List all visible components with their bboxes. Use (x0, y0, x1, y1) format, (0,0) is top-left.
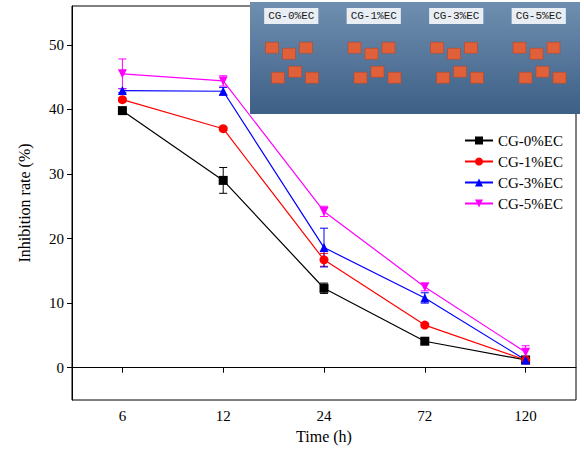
svg-text:CG-1%EC: CG-1%EC (498, 154, 563, 170)
svg-text:50: 50 (49, 37, 64, 53)
svg-text:CG-3%EC: CG-3%EC (498, 175, 563, 191)
svg-text:CG-5%EC: CG-5%EC (498, 196, 563, 212)
svg-text:120: 120 (514, 408, 537, 424)
svg-text:24: 24 (317, 408, 333, 424)
svg-text:CG-3%EC: CG-3%EC (433, 10, 480, 22)
svg-text:40: 40 (49, 101, 64, 117)
svg-text:Time (h): Time (h) (296, 428, 352, 446)
svg-text:0: 0 (57, 360, 65, 376)
svg-text:30: 30 (49, 166, 64, 182)
svg-text:CG-0%EC: CG-0%EC (268, 10, 315, 22)
svg-text:Inhibition rate (%): Inhibition rate (%) (16, 143, 34, 262)
svg-text:72: 72 (417, 408, 432, 424)
svg-text:20: 20 (49, 231, 64, 247)
svg-text:CG-1%EC: CG-1%EC (351, 10, 398, 22)
svg-text:CG-5%EC: CG-5%EC (516, 10, 563, 22)
svg-text:10: 10 (49, 295, 64, 311)
svg-text:12: 12 (216, 408, 231, 424)
svg-text:CG-0%EC: CG-0%EC (498, 133, 563, 149)
svg-text:6: 6 (119, 408, 127, 424)
